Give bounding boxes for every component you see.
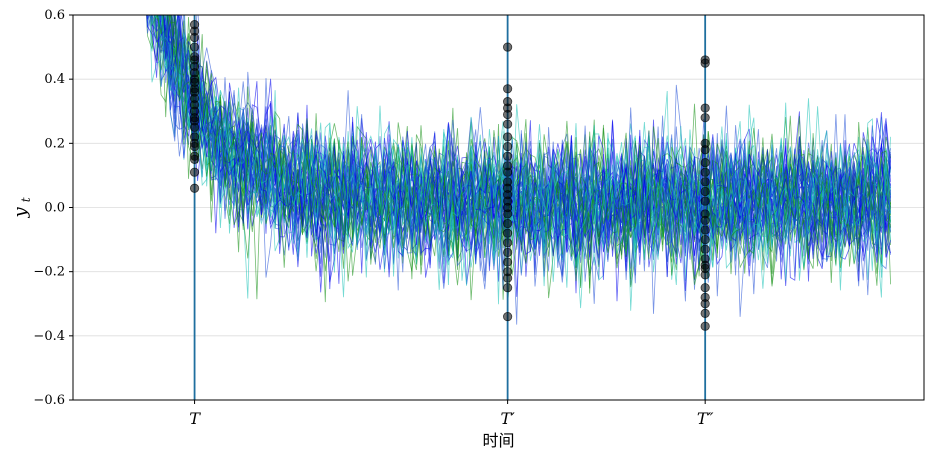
marker-point-2-5 <box>700 145 710 155</box>
marker-point-1-18 <box>503 228 513 238</box>
marker-point-1-23 <box>503 273 513 283</box>
marker-point-1-20 <box>503 247 513 258</box>
marker-point-2-3 <box>700 113 710 123</box>
x-tick-label-2: T″ <box>697 409 714 428</box>
marker-point-1-21 <box>503 257 513 267</box>
marker-point-1-19 <box>503 238 513 248</box>
y-axis-label-sub: t <box>19 197 33 202</box>
marker-point-2-14 <box>700 234 710 245</box>
marker-point-1-4 <box>503 109 513 120</box>
marker-point-2-7 <box>700 167 710 177</box>
marker-point-1-10 <box>503 167 513 177</box>
marker-point-0-23 <box>189 167 200 177</box>
series-line-58 <box>150 15 891 305</box>
marker-point-2-23 <box>700 308 710 318</box>
y-tick-label-1: −0.4 <box>33 329 65 344</box>
marker-point-2-19 <box>700 270 710 280</box>
y-tick-label-6: 0.6 <box>44 8 65 23</box>
marker-point-1-5 <box>503 119 513 129</box>
x-axis-label: 时间 <box>482 431 514 450</box>
y-tick-label-2: −0.2 <box>33 265 65 280</box>
series-line-54 <box>158 15 891 288</box>
x-tick-label-0: T <box>189 409 201 428</box>
series-line-57 <box>157 15 891 280</box>
series-line-55 <box>146 15 891 276</box>
marker-point-1-16 <box>503 209 513 219</box>
x-tick-label-1: T′ <box>500 409 515 428</box>
marker-point-0-17 <box>189 122 200 132</box>
marker-point-2-13 <box>700 225 710 235</box>
marker-point-1-1 <box>503 84 513 94</box>
marker-point-2-22 <box>700 299 710 309</box>
y-axis-label-main: y <box>10 207 31 219</box>
series-line-53 <box>166 15 891 289</box>
marker-point-1-0 <box>503 42 513 52</box>
marker-point-1-25 <box>503 311 513 322</box>
series-lines <box>146 15 891 325</box>
marker-point-2-15 <box>700 244 710 254</box>
marker-point-1-17 <box>503 218 513 229</box>
marker-point-1-6 <box>503 132 513 142</box>
marker-point-1-8 <box>503 151 513 161</box>
marker-point-2-8 <box>700 177 710 187</box>
marker-point-1-7 <box>503 141 513 152</box>
y-axis-label: y t <box>10 197 33 218</box>
marker-point-2-20 <box>700 283 710 293</box>
marker-point-0-3 <box>189 42 200 52</box>
x-axis-ticks: T T′ T″ <box>189 400 714 428</box>
marker-point-0-22 <box>189 154 200 164</box>
marker-point-2-10 <box>700 196 710 206</box>
marker-point-0-20 <box>189 141 200 152</box>
series-line-59 <box>164 15 891 277</box>
y-tick-label-3: 0.0 <box>44 201 65 216</box>
y-tick-label-4: 0.2 <box>44 136 65 151</box>
y-axis-ticks: −0.6 −0.4 −0.2 0.0 0.2 0.4 0.6 <box>33 8 73 408</box>
marker-point-2-12 <box>700 215 710 225</box>
marker-point-0-2 <box>189 32 200 43</box>
marker-points <box>189 20 710 331</box>
y-tick-label-5: 0.4 <box>44 72 65 87</box>
y-tick-label-0: −0.6 <box>33 393 65 408</box>
marker-point-1-24 <box>503 283 513 293</box>
marker-point-2-9 <box>700 186 710 197</box>
marker-point-2-24 <box>700 321 710 331</box>
marker-point-2-6 <box>700 157 710 168</box>
marker-point-2-2 <box>700 103 710 113</box>
marker-point-2-1 <box>700 58 710 68</box>
marker-point-0-24 <box>189 183 200 193</box>
